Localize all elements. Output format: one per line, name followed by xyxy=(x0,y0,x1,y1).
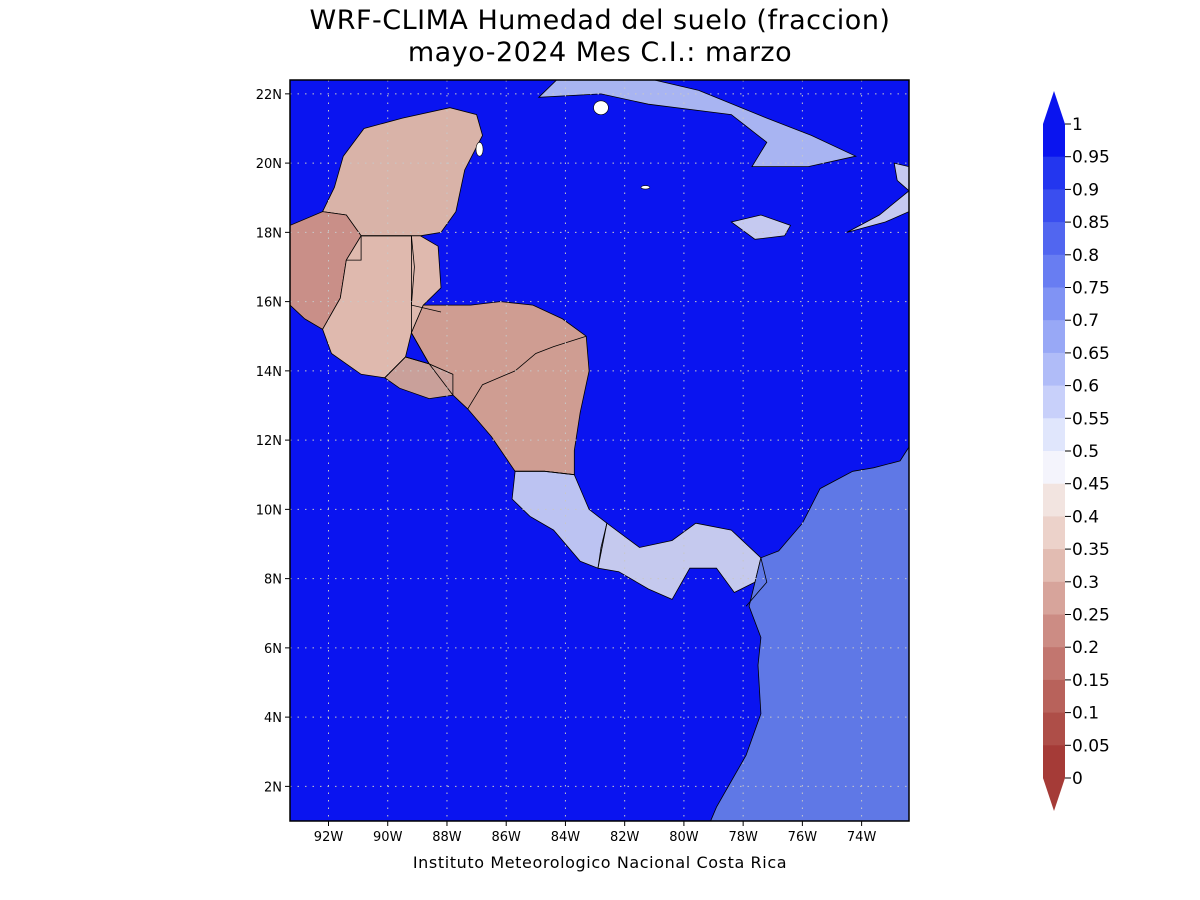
land-panama xyxy=(597,522,762,600)
lon-tick-label: 78W xyxy=(728,830,758,845)
lon-tick-label: 74W xyxy=(847,830,877,845)
border-line xyxy=(346,235,412,306)
border-line xyxy=(745,557,768,607)
institution-credit: Instituto Meteorologico Nacional Costa R… xyxy=(412,853,788,872)
border-line xyxy=(467,335,587,410)
axis-ticks: 22N 20N 18N 16N 14N 12N 10N 8N 6N 4N 2N 92W 90W 88W 86… xyxy=(256,88,877,845)
lat-tick-label: 4N xyxy=(264,711,282,726)
land-colombia xyxy=(710,446,909,821)
border-line xyxy=(515,470,575,476)
border-line xyxy=(410,305,454,396)
lat-tick-label: 10N xyxy=(256,503,282,518)
country-borders xyxy=(346,235,768,607)
lat-tick-label: 14N xyxy=(256,365,282,380)
island-isla-de-la-juventud xyxy=(593,100,609,115)
figure-subtitle: mayo-2024 Mes C.I.: marzo xyxy=(407,37,793,68)
lat-tick-label: 20N xyxy=(256,157,282,172)
lon-tick-label: 90W xyxy=(373,830,403,845)
lat-tick-label: 16N xyxy=(256,296,282,311)
border-line xyxy=(384,356,430,379)
land-cuba xyxy=(537,80,857,168)
lat-tick-label: 2N xyxy=(264,780,282,795)
lon-tick-label: 82W xyxy=(610,830,640,845)
lat-tick-label: 8N xyxy=(264,573,282,588)
lat-tick-label: 18N xyxy=(256,226,282,241)
lat-tick-label: 22N xyxy=(256,88,282,103)
figure-title: WRF-CLIMA Humedad del suelo (fraccion) xyxy=(309,5,891,36)
island-cozumel xyxy=(475,142,484,157)
lat-tick-label: 6N xyxy=(264,642,282,657)
land-jamaica xyxy=(730,214,792,240)
lon-tick-label: 84W xyxy=(551,830,581,845)
land-hispaniola xyxy=(846,162,909,233)
lon-tick-label: 80W xyxy=(669,830,699,845)
border-line xyxy=(410,235,442,313)
border-line xyxy=(597,523,608,569)
island-grand-cayman xyxy=(640,185,651,190)
land-honduras-nicaragua xyxy=(410,301,590,476)
lat-tick-label: 12N xyxy=(256,434,282,449)
map-frame xyxy=(289,79,910,822)
lon-tick-label: 92W xyxy=(314,830,344,845)
lon-tick-label: 76W xyxy=(788,830,818,845)
lon-tick-label: 88W xyxy=(432,830,462,845)
lon-tick-label: 86W xyxy=(492,830,522,845)
